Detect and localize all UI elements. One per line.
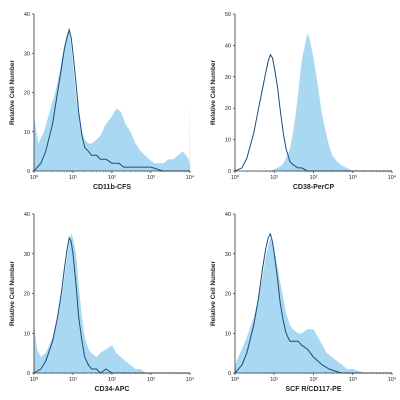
filled-histogram-series bbox=[34, 233, 190, 373]
y-tick-label: 40 bbox=[24, 212, 30, 218]
x-tick-label: 10⁴ bbox=[186, 174, 195, 181]
x-axis-label: CD38-PerCP bbox=[293, 184, 335, 191]
x-axis-label: CD11b-CFS bbox=[93, 184, 131, 191]
x-tick-label: 10² bbox=[310, 377, 318, 383]
filled-histogram-series bbox=[34, 29, 190, 172]
y-tick-label: 40 bbox=[225, 212, 231, 218]
y-tick-label: 20 bbox=[24, 91, 30, 97]
x-tick-label: 10³ bbox=[349, 175, 357, 181]
y-tick-label: 20 bbox=[24, 292, 30, 298]
x-tick-label: 10¹ bbox=[270, 377, 278, 383]
x-tick-label: 10³ bbox=[147, 377, 155, 383]
x-tick-label: 10⁰ bbox=[231, 376, 240, 383]
x-tick-label: 10⁰ bbox=[231, 174, 240, 181]
x-tick-label: 10⁰ bbox=[30, 376, 39, 383]
y-tick-label: 10 bbox=[225, 331, 231, 337]
y-axis-label: Relative Cell Number bbox=[210, 261, 217, 326]
histogram-panel: 0 10 20 30 40 50 10⁰ 10¹ 10² 10³ 10⁴ CD38-PerCP Rela… bbox=[210, 12, 397, 191]
x-tick-label: 10¹ bbox=[69, 175, 77, 181]
x-tick-label: 10⁴ bbox=[186, 376, 195, 383]
x-tick-label: 10⁰ bbox=[30, 174, 39, 181]
outline-histogram-series bbox=[33, 27, 190, 172]
y-tick-label: 30 bbox=[24, 252, 30, 258]
x-tick-label: 10² bbox=[108, 377, 116, 383]
x-tick-label: 10⁴ bbox=[388, 376, 397, 383]
x-axis-label: CD34-APC bbox=[94, 386, 129, 393]
y-tick-label: 30 bbox=[225, 75, 231, 81]
x-tick-label: 10¹ bbox=[69, 377, 77, 383]
y-tick-label: 20 bbox=[225, 292, 231, 298]
y-tick-label: 10 bbox=[24, 130, 30, 136]
y-tick-label: 40 bbox=[24, 12, 30, 18]
x-tick-label: 10² bbox=[310, 175, 318, 181]
x-axis-label: SCF R/CD117-PE bbox=[285, 386, 341, 393]
x-tick-label: 10³ bbox=[147, 175, 155, 181]
y-tick-label: 10 bbox=[225, 138, 231, 144]
y-axis-label: Relative Cell Number bbox=[210, 60, 217, 125]
y-tick-label: 0 bbox=[27, 169, 30, 175]
y-tick-label: 30 bbox=[24, 51, 30, 57]
y-tick-label: 20 bbox=[225, 106, 231, 112]
x-tick-label: 10⁴ bbox=[388, 174, 397, 181]
histogram-panel: 0 10 20 30 40 10⁰ 10¹ 10² 10³ 10⁴ CD11b-CFS Relativ… bbox=[9, 12, 195, 191]
y-tick-label: 50 bbox=[225, 12, 231, 18]
x-tick-label: 10¹ bbox=[270, 175, 278, 181]
y-axis-label: Relative Cell Number bbox=[9, 60, 16, 125]
outline-histogram-series bbox=[234, 232, 392, 374]
histogram-panel: 0 10 20 30 40 10⁰ 10¹ 10² 10³ 10⁴ CD34-APC Relative… bbox=[9, 212, 195, 393]
y-tick-label: 0 bbox=[228, 169, 231, 175]
y-tick-label: 40 bbox=[225, 43, 231, 49]
y-tick-label: 30 bbox=[225, 252, 231, 258]
x-tick-label: 10² bbox=[108, 175, 116, 181]
y-axis-label: Relative Cell Number bbox=[9, 261, 16, 326]
y-tick-label: 0 bbox=[27, 371, 30, 377]
histogram-panel: 0 10 20 30 40 10⁰ 10¹ 10² 10³ 10⁴ SCF R/CD117-PE Re… bbox=[210, 212, 397, 393]
x-tick-label: 10³ bbox=[349, 377, 357, 383]
filled-histogram-series bbox=[235, 32, 392, 171]
filled-histogram-series bbox=[235, 237, 392, 373]
y-tick-label: 0 bbox=[228, 371, 231, 377]
y-tick-label: 10 bbox=[24, 331, 30, 337]
